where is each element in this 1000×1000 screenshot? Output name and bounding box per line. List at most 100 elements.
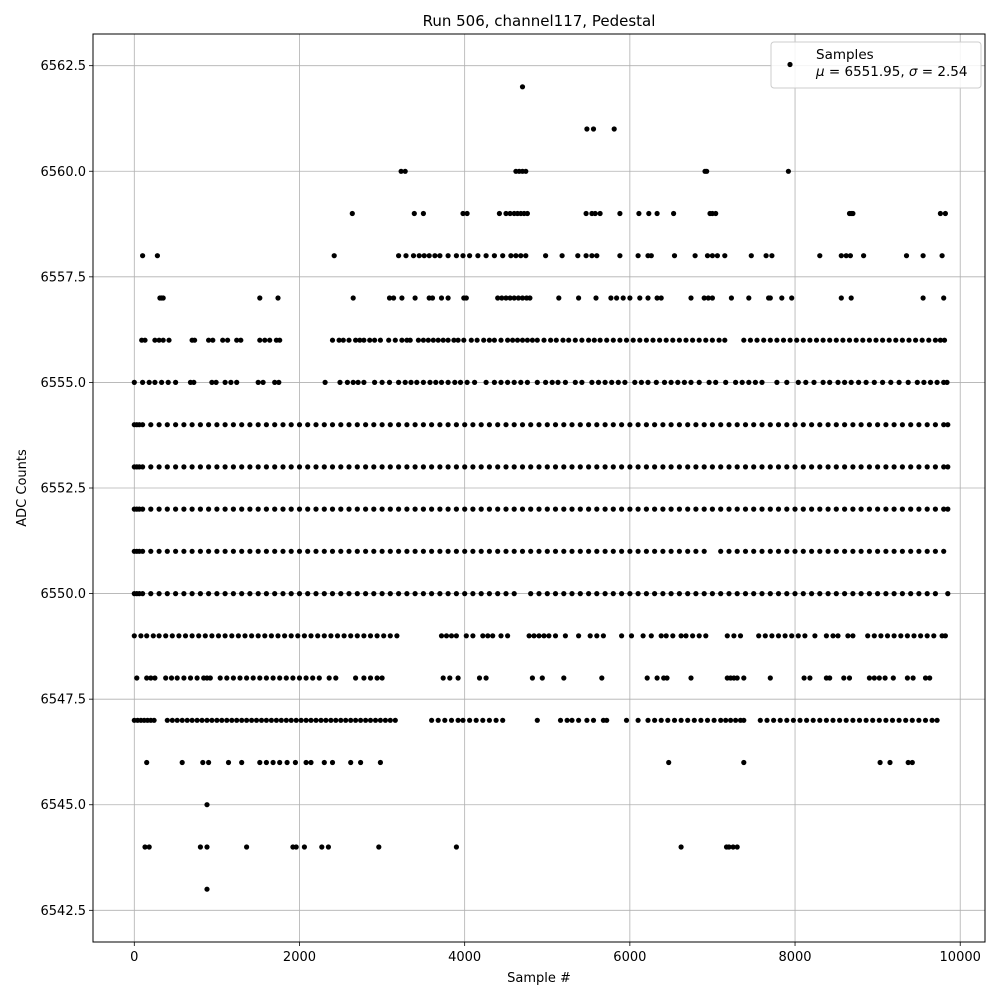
data-point — [746, 295, 752, 301]
data-point — [810, 717, 816, 723]
data-point — [267, 337, 273, 343]
data-point — [569, 548, 575, 554]
data-point — [463, 295, 469, 301]
data-point — [173, 422, 179, 428]
data-point — [189, 633, 195, 639]
data-point — [741, 675, 747, 681]
data-point — [741, 759, 747, 766]
data-point — [255, 548, 261, 554]
data-point — [566, 337, 572, 343]
data-point — [737, 633, 744, 639]
data-point — [560, 337, 566, 343]
data-point — [437, 506, 443, 512]
data-point — [518, 379, 524, 385]
data-point — [503, 506, 509, 512]
data-point — [442, 717, 448, 723]
data-point — [280, 506, 286, 512]
data-point — [850, 506, 856, 512]
data-point — [619, 633, 625, 639]
data-point — [622, 379, 628, 385]
data-point — [541, 633, 547, 639]
data-point — [524, 337, 531, 343]
data-point — [919, 337, 925, 343]
data-point — [386, 295, 393, 301]
data-point — [728, 295, 735, 301]
data-point — [534, 379, 540, 385]
data-point — [924, 633, 930, 639]
data-point — [329, 337, 336, 343]
data-point — [726, 506, 732, 512]
data-point — [945, 591, 951, 597]
data-point — [363, 422, 369, 428]
data-point — [176, 633, 182, 639]
data-point — [526, 633, 532, 639]
data-point — [610, 548, 616, 554]
data-point — [453, 633, 459, 639]
data-point — [239, 422, 245, 428]
data-point — [916, 717, 922, 723]
data-point — [569, 717, 575, 723]
data-point — [148, 675, 154, 681]
data-point — [939, 253, 945, 259]
data-point — [284, 759, 290, 766]
data-point — [767, 464, 773, 470]
data-point — [835, 633, 841, 639]
data-point — [579, 379, 585, 385]
data-point — [329, 464, 336, 470]
data-point — [767, 591, 773, 597]
data-point — [140, 422, 146, 428]
data-point — [833, 506, 839, 512]
data-point — [801, 675, 807, 681]
data-point — [189, 464, 195, 470]
data-point — [197, 548, 203, 554]
data-point — [555, 379, 561, 385]
data-point — [523, 168, 529, 174]
data-point — [437, 548, 443, 554]
data-point — [838, 295, 844, 301]
data-point — [602, 506, 608, 512]
data-point — [528, 464, 534, 470]
data-point — [863, 717, 869, 723]
data-point — [918, 633, 924, 639]
data-point — [255, 464, 261, 470]
data-point — [645, 295, 651, 301]
data-point — [929, 717, 935, 723]
x-axis-ticks: 0 2000 4000 6000 8000 10000 — [130, 942, 981, 965]
data-point — [379, 422, 385, 428]
data-point — [941, 548, 947, 554]
data-point — [637, 295, 643, 301]
data-point — [379, 675, 385, 681]
data-point — [931, 633, 937, 639]
data-point — [856, 717, 863, 723]
data-point — [891, 633, 897, 639]
data-point — [644, 675, 650, 681]
data-point — [615, 379, 621, 385]
data-point — [883, 717, 889, 723]
data-point — [461, 337, 467, 343]
data-point — [858, 464, 864, 470]
data-point — [197, 422, 203, 428]
data-point — [534, 337, 540, 343]
data-point — [140, 506, 146, 512]
data-point — [164, 422, 170, 428]
data-point — [222, 548, 228, 554]
data-point — [842, 591, 848, 597]
data-point — [379, 464, 385, 470]
data-point — [664, 675, 670, 681]
data-point — [144, 633, 150, 639]
data-point — [809, 591, 815, 597]
data-point — [204, 886, 210, 892]
data-point — [569, 422, 575, 428]
data-point — [234, 337, 240, 343]
data-point — [908, 464, 914, 470]
data-point — [453, 506, 459, 512]
data-point — [249, 717, 255, 723]
data-point — [691, 717, 697, 723]
data-point — [866, 464, 873, 470]
data-point — [909, 717, 915, 723]
data-point — [270, 759, 276, 766]
data-point — [756, 633, 762, 639]
data-point — [511, 379, 517, 385]
data-point — [842, 464, 848, 470]
data-point — [670, 337, 676, 343]
